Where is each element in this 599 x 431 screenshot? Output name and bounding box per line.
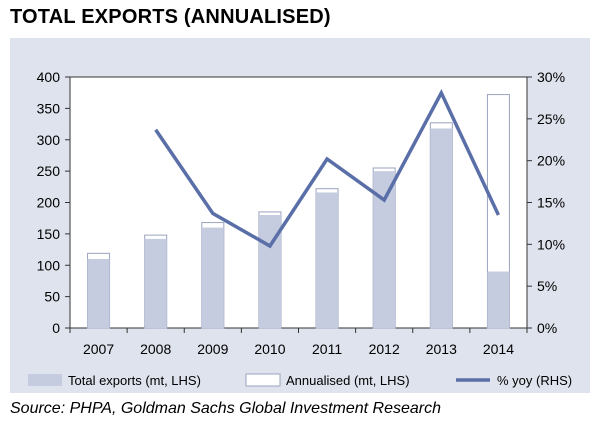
y-left-tick-label: 350 <box>37 100 61 116</box>
y-left-tick-label: 400 <box>37 69 61 85</box>
x-tick-label: 2010 <box>254 341 285 357</box>
legend: Total exports (mt, LHS) Annualised (mt, … <box>28 373 572 388</box>
legend-label-annualised: Annualised (mt, LHS) <box>286 373 410 388</box>
x-tick-label: 2014 <box>483 341 514 357</box>
y-right-tick-label: 0% <box>537 320 557 336</box>
bar-total-exports-2013 <box>430 128 453 328</box>
y-left-tick-label: 50 <box>44 289 60 305</box>
bar-total-exports-2012 <box>373 171 396 328</box>
yoy-line-group <box>154 88 501 249</box>
y-right-tick-label: 10% <box>537 236 565 252</box>
chart-panel: 0 50 100 150 200 250 300 350 400 0% 5% 10% 15% 20% 25%… <box>10 38 590 393</box>
y-left-tick-label: 100 <box>37 257 61 273</box>
bar-total-exports-2007 <box>87 258 110 328</box>
bar-total-exports-2011 <box>316 192 339 328</box>
y-right-tick-label: 5% <box>537 278 557 294</box>
y-left-tick-label: 250 <box>37 163 61 179</box>
y-left-tick-label: 200 <box>37 195 61 211</box>
x-tick-label: 2013 <box>426 341 457 357</box>
y-left-tick-label: 300 <box>37 132 61 148</box>
chart-svg: 0 50 100 150 200 250 300 350 400 0% 5% 10% 15% 20% 25%… <box>28 69 572 388</box>
y-left-tick-label: 0 <box>52 320 60 336</box>
bar-total-exports-2014 <box>487 271 510 328</box>
y-left-tick-label: 150 <box>37 226 61 242</box>
legend-label-yoy: % yoy (RHS) <box>497 373 572 388</box>
legend-swatch-total-exports <box>28 374 62 386</box>
yoy-line <box>154 88 501 249</box>
x-tick-label: 2011 <box>312 341 342 357</box>
x-tick-label: 2007 <box>83 341 114 357</box>
y-right-tick-label: 15% <box>537 195 565 211</box>
bar-total-exports-2009 <box>201 227 224 328</box>
y-right-tick-label: 25% <box>537 111 565 127</box>
chart-title: TOTAL EXPORTS (ANNUALISED) <box>10 6 331 28</box>
legend-swatch-annualised <box>245 373 281 387</box>
y-right-tick-label: 20% <box>537 153 565 169</box>
axes-group: 0 50 100 150 200 250 300 350 400 0% 5% 10% 15% 20% 25%… <box>37 69 565 357</box>
bar-total-exports-2008 <box>144 238 167 328</box>
source-note: Source: PHPA, Goldman Sachs Global Inves… <box>10 400 442 417</box>
x-tick-label: 2009 <box>197 341 228 357</box>
legend-label-total-exports: Total exports (mt, LHS) <box>68 373 201 388</box>
x-tick-label: 2012 <box>369 341 400 357</box>
x-tick-label: 2008 <box>140 341 171 357</box>
y-right-tick-label: 30% <box>537 69 565 85</box>
